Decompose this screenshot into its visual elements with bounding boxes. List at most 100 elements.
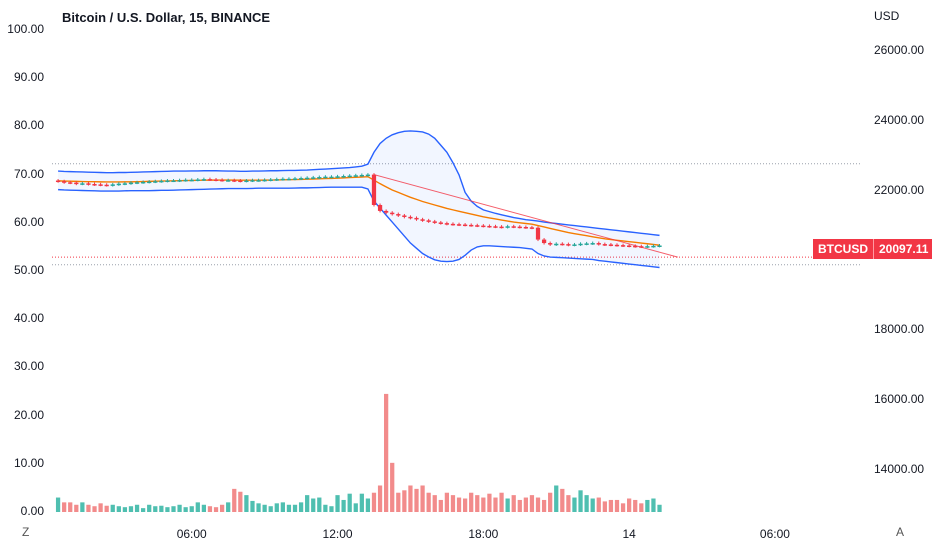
candle	[98, 184, 103, 186]
volume-bar	[262, 504, 267, 512]
left-axis-tick: 90.00	[13, 70, 44, 85]
volume-bar	[627, 498, 632, 512]
volume-bar	[104, 505, 109, 512]
volume-bar	[590, 498, 595, 512]
candle	[244, 180, 249, 183]
candle	[335, 176, 340, 178]
candle	[305, 177, 310, 180]
candle	[116, 183, 121, 186]
candle	[390, 212, 395, 215]
auto-scale-right-button[interactable]: A	[896, 525, 905, 539]
candle	[572, 244, 577, 246]
volume-bar	[444, 492, 450, 512]
volume-bar	[116, 506, 121, 512]
volume-bar	[432, 495, 437, 512]
candle	[590, 243, 595, 245]
candle	[420, 219, 425, 221]
volume-bar	[219, 504, 225, 512]
volume-bar	[377, 485, 383, 512]
left-axis-tick: 70.00	[13, 166, 44, 181]
candle	[68, 182, 73, 184]
candle	[475, 225, 480, 227]
candle	[481, 225, 486, 228]
volume-bar	[481, 497, 486, 512]
candle	[219, 179, 225, 182]
volume-bar	[511, 495, 516, 512]
volume-bar	[141, 508, 146, 512]
volume-bar	[244, 495, 249, 512]
left-axis-tick: 80.00	[13, 118, 44, 133]
volume-bar	[98, 503, 103, 512]
volume-bar	[529, 495, 535, 512]
candle	[128, 182, 134, 185]
volume-bar	[426, 492, 431, 512]
candle	[171, 180, 176, 183]
volume-bar	[347, 493, 352, 512]
volume-bar	[517, 499, 522, 512]
volume-bar	[329, 506, 334, 512]
candle	[657, 245, 662, 248]
volume-bar	[250, 500, 255, 512]
right-axis: USD 26000.00 24000.00 22000.00 18000.00 16000…	[860, 0, 932, 550]
volume-bar	[384, 393, 389, 512]
volume-bar	[523, 497, 528, 512]
candle	[584, 243, 589, 245]
candle	[596, 243, 601, 245]
chart-title: Bitcoin / U.S. Dollar, 15, BINANCE	[62, 10, 271, 25]
auto-scale-left-button[interactable]: Z	[22, 525, 30, 539]
volume-bar	[280, 502, 285, 512]
volume-bar	[298, 502, 304, 512]
volume-bar	[614, 499, 620, 512]
candle	[74, 182, 79, 185]
time-axis-tick: 06:00	[759, 527, 790, 541]
volume-bar	[122, 507, 128, 512]
volume-bar	[651, 498, 656, 512]
volume-bar	[159, 505, 164, 512]
volume-bar	[189, 506, 194, 512]
right-axis-tick: 14000.00	[874, 462, 925, 477]
volume-bar	[165, 507, 170, 512]
left-axis-tick: 40.00	[13, 311, 44, 326]
candle	[414, 217, 419, 220]
left-axis-tick: 20.00	[13, 407, 44, 422]
price-tag-value: 20097.11	[874, 239, 932, 259]
volume-bar	[414, 488, 419, 512]
candle	[432, 221, 437, 223]
candle	[207, 179, 213, 181]
candle	[517, 226, 522, 229]
right-axis-tick: 26000.00	[874, 42, 925, 57]
candle	[469, 224, 474, 227]
volume-bar	[541, 499, 547, 512]
right-axis-tick: 22000.00	[874, 182, 925, 197]
bollinger-upper-line	[58, 130, 660, 237]
volume-bar	[420, 485, 425, 512]
volume-bar	[153, 506, 158, 512]
last-price-tag[interactable]: BTCUSD 20097.11	[813, 239, 932, 259]
candle	[353, 175, 358, 177]
price-tag-symbol: BTCUSD	[813, 239, 874, 259]
time-axis-tick: 06:00	[176, 527, 207, 541]
right-axis-unit: USD	[874, 9, 900, 23]
volume-bar	[207, 506, 213, 512]
volume-bar	[602, 501, 607, 512]
volume-bar	[365, 498, 371, 512]
candle	[511, 226, 516, 228]
candle	[183, 179, 188, 182]
candle	[371, 174, 377, 205]
volume-bar	[268, 506, 273, 512]
candle	[153, 181, 158, 183]
candle	[450, 223, 456, 226]
volume-bar	[639, 503, 644, 512]
candle	[402, 215, 407, 217]
volume-bar	[80, 502, 85, 512]
volume-bar	[171, 506, 176, 512]
candle	[566, 244, 571, 246]
volume-bar	[341, 499, 346, 512]
candle	[195, 179, 200, 181]
candle	[396, 214, 401, 216]
candle	[627, 245, 632, 248]
volume-bar	[402, 490, 407, 512]
candle	[165, 180, 170, 183]
volume-bar	[238, 491, 243, 512]
